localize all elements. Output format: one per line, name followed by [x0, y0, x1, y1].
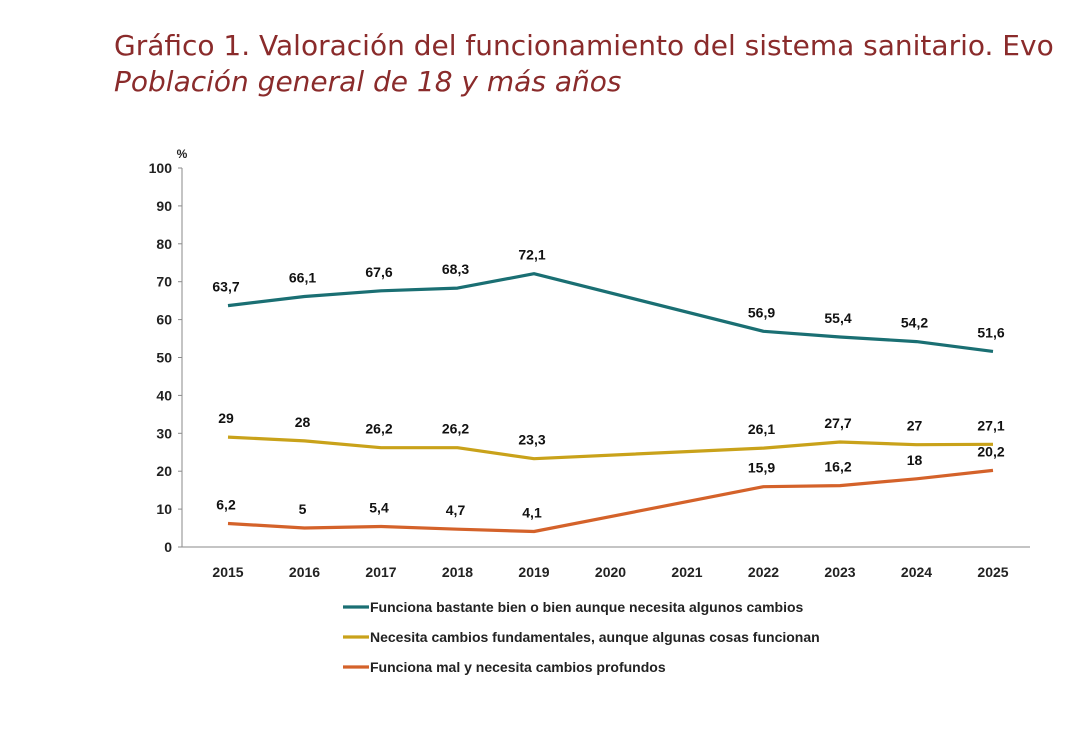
y-tick-label: 80 [156, 236, 172, 252]
x-tick-label: 2023 [824, 564, 855, 580]
series-line-1 [227, 272, 994, 353]
data-label-series-3: 20,2 [977, 443, 1004, 459]
data-label-series-1: 66,1 [289, 269, 316, 285]
data-label-series-2: 26,1 [748, 421, 775, 437]
y-tick-label: 40 [156, 387, 172, 403]
data-label-series-2: 27 [907, 418, 923, 434]
chart-axes: 0 10 20 30 40 50 60 70 80 90 100% 2015 2016 2017 2018 2… [149, 147, 1030, 580]
data-label-series-2: 29 [218, 410, 234, 426]
data-label-series-2: 26,2 [365, 421, 392, 437]
data-label-series-3: 4,7 [446, 502, 466, 518]
y-tick-label: 90 [156, 198, 172, 214]
x-tick-label: 2025 [977, 564, 1008, 580]
x-tick-label: 2018 [442, 564, 473, 580]
y-tick-label: 100 [149, 160, 173, 176]
x-tick-label: 2024 [901, 564, 932, 580]
data-label-series-1: 51,6 [977, 324, 1004, 340]
x-tick-label: 2019 [518, 564, 549, 580]
data-label-series-2: 27,1 [977, 417, 1004, 433]
y-tick-label: 30 [156, 425, 172, 441]
data-label-series-1: 55,4 [824, 310, 851, 326]
chart-title-block: Gráfico 1. Valoración del funcionamiento… [114, 28, 1080, 100]
chart-subtitle: Población general de 18 y más años [114, 65, 622, 98]
data-label-series-2: 26,2 [442, 421, 469, 437]
data-label-series-1: 68,3 [442, 261, 469, 277]
data-label-series-1: 54,2 [901, 315, 928, 331]
data-label-series-1: 63,7 [212, 279, 239, 295]
data-label-series-3: 6,2 [216, 497, 236, 513]
y-tick-label: 20 [156, 463, 172, 479]
y-axis-unit-label: % [177, 147, 188, 161]
chart-data-labels: 63,766,1 67,6 68,372,156,9 55,4 54,251,629 28… [212, 247, 1004, 521]
data-label-series-3: 4,1 [522, 504, 542, 520]
data-label-series-1: 56,9 [748, 304, 775, 320]
y-tick-label: 60 [156, 312, 172, 328]
chart-lines [227, 272, 994, 534]
chart-title: Gráfico 1. Valoración del funcionamiento… [114, 29, 1054, 62]
data-label-series-3: 16,2 [824, 459, 851, 475]
data-label-series-2: 28 [295, 414, 311, 430]
x-tick-label: 2017 [365, 564, 396, 580]
series-line-2 [227, 435, 994, 461]
chart-legend: Funciona bastante bien o bien aunque nec… [343, 599, 820, 675]
legend-label-3: Funciona mal y necesita cambios profundo… [370, 659, 666, 675]
legend-label-2: Necesita cambios fundamentales, aunque a… [370, 629, 820, 645]
data-label-series-1: 72,1 [518, 247, 545, 263]
data-label-series-3: 5,4 [369, 500, 389, 516]
data-label-series-2: 23,3 [518, 432, 545, 448]
data-label-series-2: 27,7 [824, 415, 851, 431]
x-tick-label: 2022 [748, 564, 779, 580]
x-tick-label: 2021 [671, 564, 702, 580]
x-tick-label: 2016 [289, 564, 320, 580]
legend-label-1: Funciona bastante bien o bien aunque nec… [370, 599, 804, 615]
y-tick-label: 70 [156, 274, 172, 290]
data-label-series-3: 5 [299, 501, 307, 517]
x-tick-label: 2015 [212, 564, 243, 580]
data-label-series-3: 15,9 [748, 460, 775, 476]
data-label-series-1: 67,6 [365, 264, 392, 280]
y-tick-label: 50 [156, 350, 172, 366]
y-tick-label: 0 [164, 539, 172, 555]
data-label-series-3: 18 [907, 452, 923, 468]
y-tick-label: 10 [156, 501, 172, 517]
x-tick-label: 2020 [595, 564, 626, 580]
series-line-3 [227, 468, 994, 534]
